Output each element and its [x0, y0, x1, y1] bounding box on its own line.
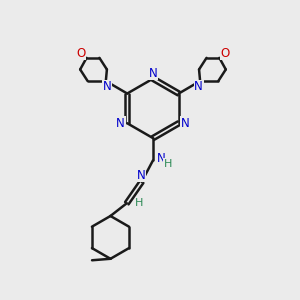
Text: O: O	[221, 47, 230, 60]
Text: N: N	[157, 152, 166, 165]
Text: H: H	[135, 198, 143, 208]
Text: N: N	[194, 80, 203, 94]
Text: N: N	[148, 67, 157, 80]
Text: N: N	[181, 117, 190, 130]
Text: N: N	[116, 117, 125, 130]
Text: N: N	[137, 169, 146, 182]
Text: N: N	[103, 80, 112, 94]
Text: H: H	[164, 159, 172, 169]
Text: O: O	[76, 47, 85, 60]
